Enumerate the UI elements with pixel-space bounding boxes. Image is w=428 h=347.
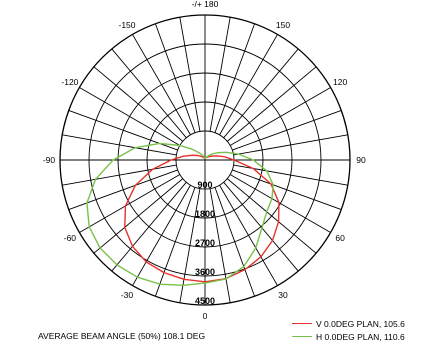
grid-spoke bbox=[111, 48, 187, 139]
grid-spoke bbox=[223, 48, 299, 139]
grid-spoke bbox=[62, 164, 177, 186]
grid-spoke bbox=[219, 34, 278, 136]
grid-spoke bbox=[209, 188, 231, 303]
radial-tick-label: 4500 bbox=[195, 296, 215, 306]
grid-spoke bbox=[233, 134, 348, 156]
grid-spoke bbox=[209, 17, 231, 132]
angle-tick-label: -120 bbox=[61, 77, 78, 87]
angle-tick-label: 0 bbox=[203, 311, 208, 321]
angle-tick-label: 150 bbox=[276, 20, 290, 30]
radial-tick-label: 1800 bbox=[195, 209, 215, 219]
grid-spoke bbox=[154, 187, 196, 297]
grid-spoke bbox=[132, 184, 191, 286]
grid-spoke bbox=[93, 66, 184, 142]
grid-spoke bbox=[232, 109, 342, 151]
grid-spoke bbox=[226, 66, 317, 142]
grid-spoke bbox=[68, 169, 178, 211]
polar-grid bbox=[59, 14, 351, 306]
series-layer bbox=[86, 142, 280, 287]
angle-tick-label: 60 bbox=[335, 233, 345, 243]
grid-spoke bbox=[93, 178, 184, 254]
angle-tick-labels: -/+ 180 150 120 90 60 30 0 -30 -60 -90 -120 -150 bbox=[43, 0, 366, 321]
legend-entry: H 0.0DEG PLAN, 110.6 bbox=[292, 330, 405, 343]
angle-tick-label: 120 bbox=[333, 77, 347, 87]
grid-spoke bbox=[214, 187, 256, 297]
grid-spoke bbox=[229, 87, 331, 146]
angle-tick-label: -60 bbox=[64, 233, 77, 243]
legend-label: V 0.0DEG PLAN, 105.6 bbox=[316, 318, 405, 329]
angle-tick-label: 90 bbox=[356, 155, 366, 165]
angle-tick-label: -30 bbox=[121, 290, 134, 300]
radial-tick-label: 2700 bbox=[195, 238, 215, 248]
beam-angle-annotation: AVERAGE BEAM ANGLE (50%) 108.1 DEG bbox=[38, 331, 206, 341]
grid-spoke bbox=[179, 17, 201, 132]
grid-spoke bbox=[132, 34, 191, 136]
grid-spoke bbox=[219, 184, 278, 286]
legend-swatch bbox=[292, 323, 312, 324]
angle-tick-label: -/+ 180 bbox=[192, 0, 219, 9]
legend: V 0.0DEG PLAN, 105.6 H 0.0DEG PLAN, 110.6 bbox=[292, 317, 405, 343]
series-line-2 bbox=[86, 142, 274, 287]
grid-spoke bbox=[154, 23, 196, 133]
grid-spoke bbox=[111, 181, 187, 272]
legend-swatch bbox=[292, 336, 312, 337]
angle-tick-label: -150 bbox=[118, 20, 135, 30]
radial-tick-labels: 900 1800 2700 3600 4500 bbox=[195, 180, 215, 306]
legend-label: H 0.0DEG PLAN, 110.6 bbox=[316, 331, 405, 342]
grid-spoke bbox=[79, 174, 181, 233]
grid-spoke bbox=[79, 87, 181, 146]
grid-spoke bbox=[62, 134, 177, 156]
grid-spoke bbox=[179, 188, 201, 303]
grid-spoke bbox=[226, 178, 317, 254]
grid-spoke bbox=[232, 169, 342, 211]
angle-tick-label: -90 bbox=[43, 155, 56, 165]
angle-tick-label: 30 bbox=[278, 290, 288, 300]
radial-tick-label: 3600 bbox=[195, 267, 215, 277]
grid-spoke bbox=[229, 174, 331, 233]
grid-spoke bbox=[223, 181, 299, 272]
legend-entry: V 0.0DEG PLAN, 105.6 bbox=[292, 317, 405, 330]
grid-spoke bbox=[214, 23, 256, 133]
radial-tick-label: 900 bbox=[197, 180, 212, 190]
